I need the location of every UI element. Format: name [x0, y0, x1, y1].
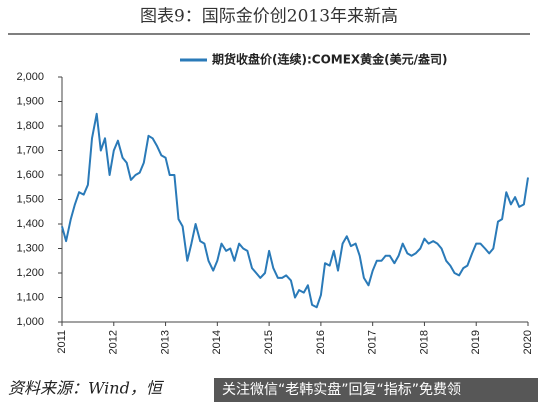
watermark: 关注微信“老韩实盘”回复“指标”免费领 — [222, 381, 461, 398]
x-tick-label: 2014 — [211, 330, 223, 354]
x-tick-label: 2017 — [367, 330, 379, 354]
legend-label: 期货收盘价(连续):COMEX黄金(美元/盎司) — [212, 52, 448, 67]
x-tick-label: 2011 — [56, 330, 68, 354]
y-tick-label: 1,000 — [16, 316, 44, 328]
source-note: 资料来源：Wind，恒 — [8, 379, 165, 398]
y-tick-label: 1,300 — [16, 242, 44, 254]
x-tick-label: 2016 — [315, 330, 327, 354]
y-tick-label: 1,700 — [16, 144, 44, 156]
y-tick-label: 1,500 — [16, 193, 44, 205]
price-line — [61, 112, 529, 309]
y-tick-label: 1,400 — [16, 218, 44, 230]
x-tick-label: 2013 — [159, 330, 171, 354]
y-tick-label: 2,000 — [16, 71, 44, 83]
x-tick-label: 2020 — [522, 330, 534, 354]
y-tick-label: 1,900 — [16, 95, 44, 107]
x-tick-label: 2018 — [418, 330, 430, 354]
chart-title: 图表9：国际金价创2013年来新高 — [140, 7, 398, 27]
x-tick-label: 2015 — [263, 330, 275, 354]
y-tick-label: 1,600 — [16, 169, 44, 181]
y-tick-label: 1,200 — [16, 267, 44, 279]
x-tick-label: 2012 — [108, 330, 120, 354]
y-tick-label: 1,800 — [16, 120, 44, 132]
x-tick-label: 2019 — [470, 330, 482, 354]
watermark-box — [214, 378, 538, 402]
y-tick-label: 1,100 — [16, 291, 44, 303]
